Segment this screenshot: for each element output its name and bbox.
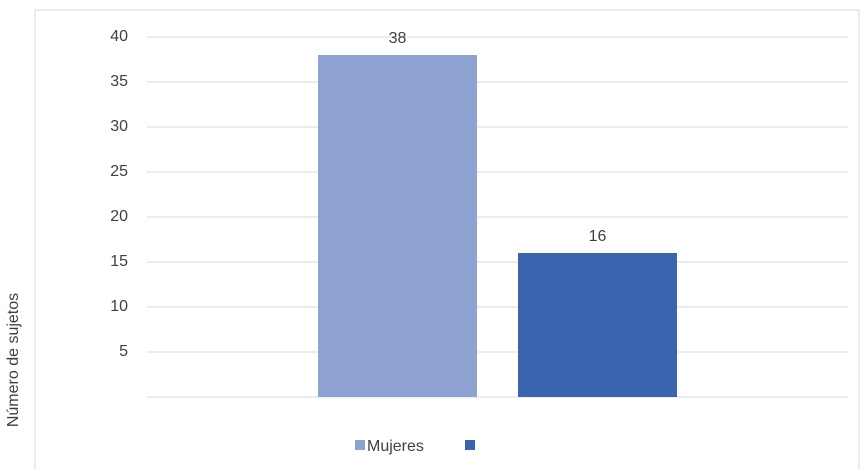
y-tick-label: 15 <box>110 253 128 270</box>
legend-swatch <box>355 440 365 450</box>
bar <box>518 253 677 397</box>
y-tick-label: 35 <box>110 73 128 90</box>
chart-border <box>34 9 860 470</box>
y-tick-label: 30 <box>110 118 128 135</box>
legend-swatch <box>465 440 475 450</box>
y-tick-label: 25 <box>110 163 128 180</box>
y-tick-label: 5 <box>119 343 128 360</box>
bar <box>318 55 477 397</box>
y-tick-label: 10 <box>110 298 128 315</box>
legend-label: Mujeres <box>367 438 424 455</box>
y-tick-label: 40 <box>110 28 128 45</box>
y-axis-label: Número de sujetos <box>5 293 22 427</box>
y-tick-label: 20 <box>110 208 128 225</box>
data-label: 16 <box>589 228 607 245</box>
data-label: 38 <box>389 30 407 47</box>
